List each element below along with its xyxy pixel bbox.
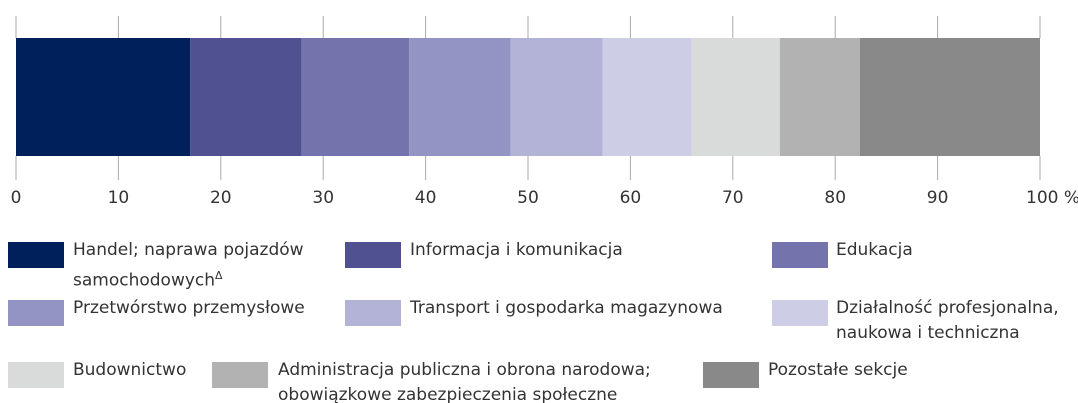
- bar-segment: [691, 38, 780, 156]
- legend-text: Przetwórstwo przemysłowe: [73, 298, 305, 318]
- x-tick-label: 20: [210, 188, 232, 208]
- legend-swatch: [345, 242, 401, 268]
- legend-swatch: [345, 300, 401, 326]
- bar-segment: [602, 38, 692, 156]
- bar-segment: [16, 38, 191, 156]
- legend-label: Pozostałe sekcje: [768, 358, 1068, 383]
- legend-swatch: [212, 362, 268, 388]
- legend-text: Budownictwo: [73, 360, 187, 380]
- legend-label: Edukacja: [836, 238, 1078, 263]
- legend-text: Handel; naprawa pojazdów samochodowych: [73, 240, 304, 291]
- bar-segment: [779, 38, 860, 156]
- legend-label: Działalność profesjonalna, naukowa i tec…: [836, 296, 1078, 346]
- bar-segment: [510, 38, 603, 156]
- legend-label: Budownictwo: [73, 358, 203, 383]
- legend-label: Administracja publiczna i obrona narodow…: [278, 358, 698, 403]
- x-tick-label: 100 %: [1026, 188, 1078, 208]
- legend-text: Informacja i komunikacja: [410, 240, 623, 260]
- bar-segment: [859, 38, 1040, 156]
- x-tick-label: 10: [108, 188, 130, 208]
- legend-swatch: [772, 242, 828, 268]
- x-tick-label: 30: [312, 188, 334, 208]
- legend-text: Administracja publiczna i obrona narodow…: [278, 360, 651, 403]
- footnote-mark: Δ: [215, 269, 223, 282]
- x-tick-label: 50: [517, 188, 539, 208]
- legend-swatch: [8, 242, 64, 268]
- legend-swatch: [703, 362, 759, 388]
- bar-segment: [409, 38, 511, 156]
- bar-segment: [190, 38, 302, 156]
- legend-label: Handel; naprawa pojazdów samochodowychΔ: [73, 238, 333, 294]
- x-tick-label: 90: [927, 188, 949, 208]
- legend-text: Transport i gospodarka magazynowa: [410, 298, 723, 318]
- x-tick-label: 60: [620, 188, 642, 208]
- x-tick-label: 70: [722, 188, 744, 208]
- legend-label: Informacja i komunikacja: [410, 238, 750, 263]
- bar-segment: [301, 38, 410, 156]
- legend-swatch: [772, 300, 828, 326]
- x-tick-label: 80: [824, 188, 846, 208]
- legend-text: Działalność profesjonalna, naukowa i tec…: [836, 298, 1059, 343]
- legend-swatch: [8, 362, 64, 388]
- x-tick-label: 40: [415, 188, 437, 208]
- legend-text: Edukacja: [836, 240, 913, 260]
- legend-label: Transport i gospodarka magazynowa: [410, 296, 790, 321]
- plot: 0 10 20 30 40 50 60 70 80 90 100 %: [11, 16, 1078, 208]
- legend-label: Przetwórstwo przemysłowe: [73, 296, 333, 321]
- x-tick-label: 0: [11, 188, 22, 208]
- legend-text: Pozostałe sekcje: [768, 360, 908, 380]
- legend-swatch: [8, 300, 64, 326]
